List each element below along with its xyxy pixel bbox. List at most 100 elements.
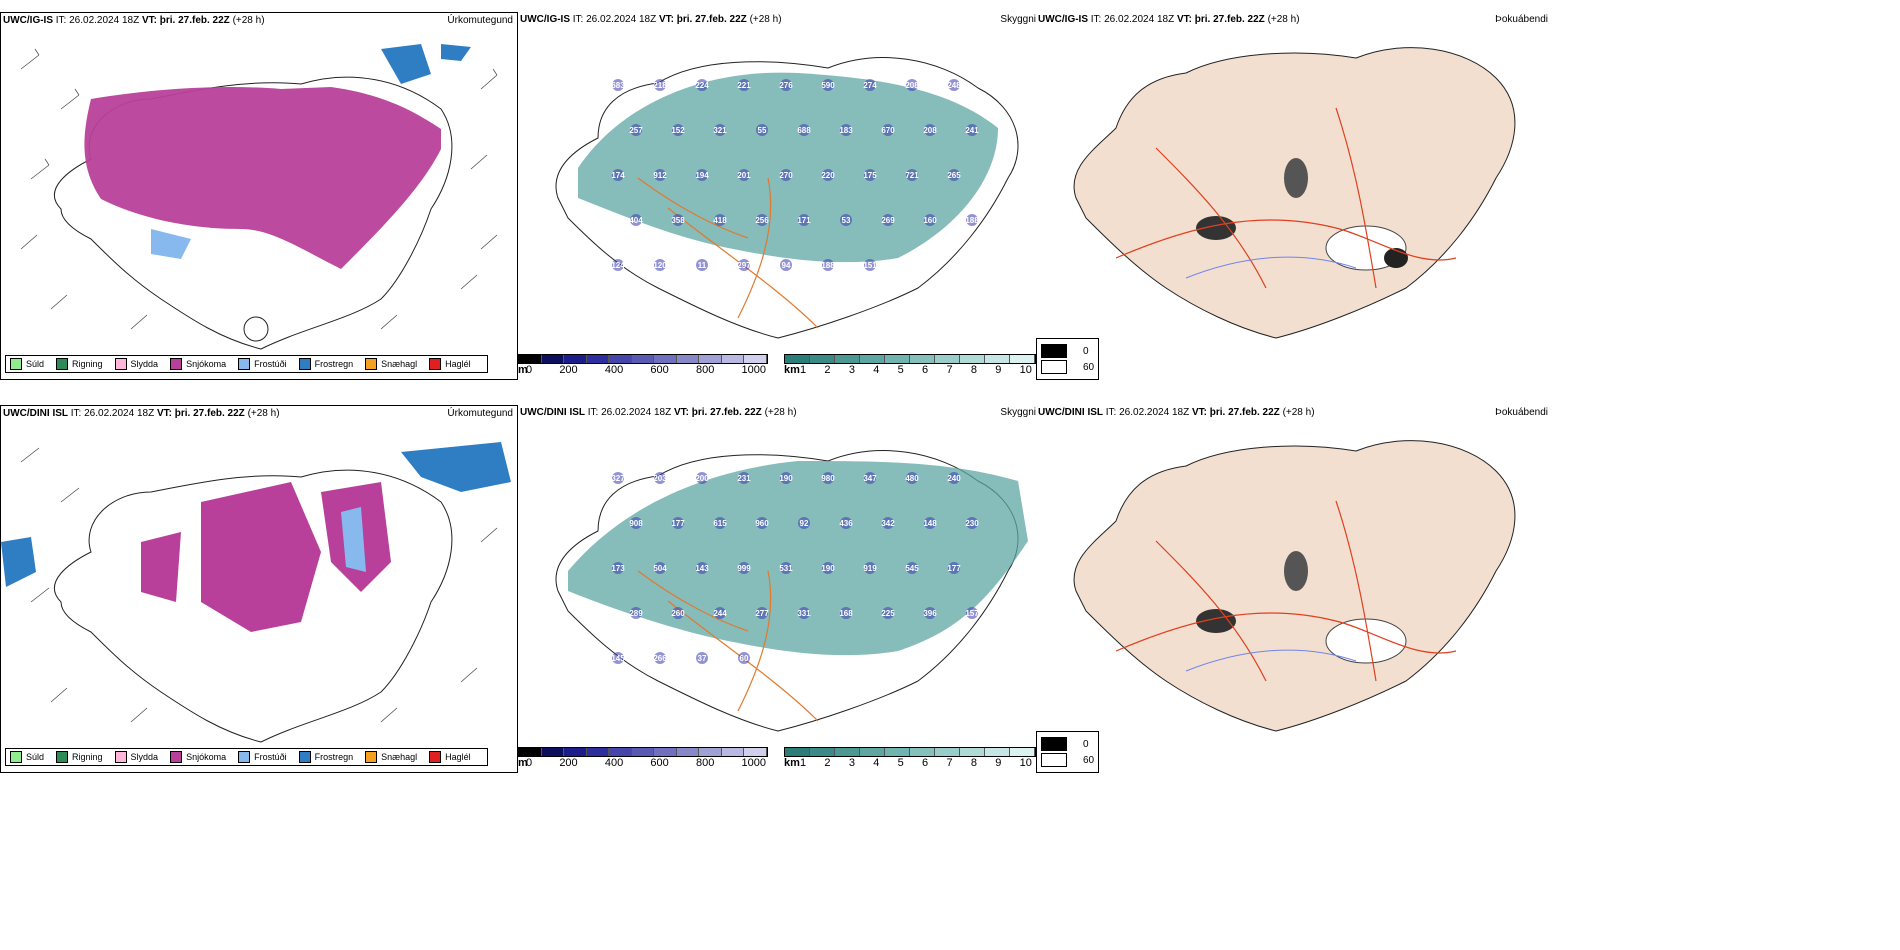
visibility-cell-marker bbox=[966, 214, 978, 226]
visibility-value-label: 504 bbox=[653, 564, 667, 573]
visibility-cell-marker bbox=[738, 652, 750, 664]
legend-item-slydda: Slydda bbox=[114, 358, 158, 370]
visibility-value-label: 277 bbox=[755, 609, 769, 618]
visibility-cell-marker bbox=[630, 607, 642, 619]
height-colorbar: 0 200 400 600 800 1000 m bbox=[518, 747, 768, 769]
legend-item-slydda: Slydda bbox=[114, 751, 158, 763]
visibility-value-label: 174 bbox=[611, 171, 625, 180]
legend-item-snaehagl: Snæhagl bbox=[365, 751, 417, 763]
height-colorbar-tick-label: 200 bbox=[559, 364, 578, 376]
height-colorbar-swatch bbox=[699, 355, 722, 363]
visibility-cell-marker bbox=[780, 169, 792, 181]
legend-item-snjokoma: Snjókoma bbox=[170, 751, 226, 763]
visibility-cell-marker bbox=[612, 472, 624, 484]
visibility-value-label: 244 bbox=[713, 609, 727, 618]
visibility-colorbar-tick-label: 7 bbox=[946, 364, 953, 376]
visibility-value-label: 358 bbox=[671, 216, 685, 225]
legend-item-frostregn: Frostregn bbox=[298, 751, 353, 763]
visibility-value-label: 240 bbox=[947, 474, 961, 483]
visibility-cell-marker bbox=[924, 124, 936, 136]
visibility-cell-marker bbox=[780, 259, 792, 271]
height-colorbar-tick-label: 400 bbox=[604, 757, 624, 769]
fog-panel-row2: UWC/DINI ISL IT: 26.02.2024 18Z VT: þri.… bbox=[1036, 405, 1548, 773]
height-colorbar-swatch bbox=[564, 355, 587, 363]
visibility-value-label: 151 bbox=[863, 261, 877, 270]
visibility-value-label: 224 bbox=[695, 81, 709, 90]
height-colorbar-ticks: 0 200 400 600 800 1000 bbox=[526, 757, 766, 769]
visibility-colorbar-swatches bbox=[784, 354, 1036, 364]
visibility-unit: km bbox=[784, 757, 800, 769]
visibility-colorbar-swatch bbox=[860, 355, 885, 363]
height-colorbar-tick-label: 0 bbox=[526, 757, 533, 769]
visibility-cell-marker bbox=[864, 169, 876, 181]
visibility-cell-marker bbox=[738, 472, 750, 484]
visibility-cell-marker bbox=[840, 124, 852, 136]
visibility-map: 683 218 224 221 276 590 274 208 248 257 152 321 55 68… bbox=[555, 57, 1019, 339]
height-colorbar-tick-label: 1000 bbox=[741, 757, 766, 769]
visibility-cell-marker bbox=[738, 562, 750, 574]
visibility-colorbar-tick-label: 1 bbox=[800, 364, 807, 376]
visibility-cell-marker bbox=[924, 214, 936, 226]
visibility-value-label: 919 bbox=[863, 564, 877, 573]
panel-title: UWC/DINI ISL IT: 26.02.2024 18Z VT: þri.… bbox=[1038, 407, 1315, 418]
visibility-value-label: 148 bbox=[923, 519, 937, 528]
visibility-value-label: 256 bbox=[755, 216, 769, 225]
visibility-value-label: 190 bbox=[779, 474, 793, 483]
visibility-cell-marker bbox=[714, 214, 726, 226]
visibility-value-label: 480 bbox=[905, 474, 919, 483]
visibility-cell-marker bbox=[948, 79, 960, 91]
visibility-cell-marker bbox=[780, 472, 792, 484]
visibility-cell-marker bbox=[906, 169, 918, 181]
visibility-colorbar: 1 2 3 4 5 6 7 8 9 10 km bbox=[784, 354, 1036, 376]
visibility-colorbar-tick-label: 4 bbox=[873, 364, 880, 376]
visibility-panel-row2: UWC/DINI ISL IT: 26.02.2024 18Z VT: þri.… bbox=[518, 405, 1036, 773]
visibility-colorbar-tick-label: 6 bbox=[922, 757, 929, 769]
visibility-value-label: 94 bbox=[782, 261, 791, 270]
visibility-colorbar-swatch bbox=[960, 355, 985, 363]
panel-parameter-label: Þokuábendi bbox=[1495, 407, 1548, 418]
visibility-value-label: 331 bbox=[797, 609, 811, 618]
visibility-cell-marker bbox=[822, 259, 834, 271]
visibility-value-label: 615 bbox=[713, 519, 727, 528]
visibility-cell-marker bbox=[696, 259, 708, 271]
height-colorbar-swatch bbox=[721, 748, 745, 756]
visibility-value-label: 241 bbox=[965, 126, 979, 135]
wind-barbs bbox=[20, 48, 498, 330]
precip-map bbox=[20, 44, 498, 350]
visibility-value-label: 188 bbox=[965, 216, 979, 225]
visibility-cell-marker bbox=[756, 214, 768, 226]
height-colorbar-swatch bbox=[609, 748, 632, 756]
visibility-cell-marker bbox=[924, 607, 936, 619]
visibility-value-label: 683 bbox=[611, 81, 625, 90]
fog-legend: 0 60 bbox=[1036, 338, 1100, 380]
visibility-cell-marker bbox=[864, 562, 876, 574]
visibility-colorbar-tick-label: 7 bbox=[946, 757, 953, 769]
height-colorbar-ticks: 0 200 400 600 800 1000 bbox=[526, 364, 766, 376]
visibility-cell-marker bbox=[966, 124, 978, 136]
height-colorbar-swatch bbox=[519, 355, 542, 363]
visibility-cell-marker bbox=[672, 607, 684, 619]
visibility-value-label: 266 bbox=[653, 654, 667, 663]
visibility-cell-marker bbox=[654, 79, 666, 91]
visibility-colorbar-swatches bbox=[784, 747, 1036, 757]
visibility-value-label: 688 bbox=[797, 126, 811, 135]
legend-item-hagl: Haglél bbox=[429, 358, 471, 370]
visibility-value-label: 396 bbox=[923, 609, 937, 618]
visibility-value-label: 221 bbox=[737, 81, 751, 90]
legend-item-snaehagl: Snæhagl bbox=[365, 358, 417, 370]
visibility-colorbar-swatch bbox=[935, 748, 960, 756]
visibility-value-label: 183 bbox=[839, 126, 853, 135]
fog-legend-item: 0 bbox=[1041, 737, 1094, 751]
visibility-value-label: 960 bbox=[755, 519, 769, 528]
visibility-cell-marker bbox=[612, 259, 624, 271]
fog-legend-item: 60 bbox=[1041, 753, 1094, 767]
visibility-colorbar-swatch bbox=[1010, 748, 1035, 756]
visibility-colorbar-tick-label: 10 bbox=[1019, 757, 1032, 769]
height-colorbar-swatches bbox=[518, 747, 768, 757]
visibility-colorbar-ticks: 1 2 3 4 5 6 7 8 9 10 bbox=[800, 364, 1032, 376]
visibility-colorbar-tick-label: 10 bbox=[1019, 364, 1032, 376]
visibility-value-label: 297 bbox=[737, 261, 751, 270]
visibility-cell-marker bbox=[882, 517, 894, 529]
panel-parameter-label: Úrkomutegund bbox=[447, 15, 513, 26]
visibility-cell-marker bbox=[654, 652, 666, 664]
